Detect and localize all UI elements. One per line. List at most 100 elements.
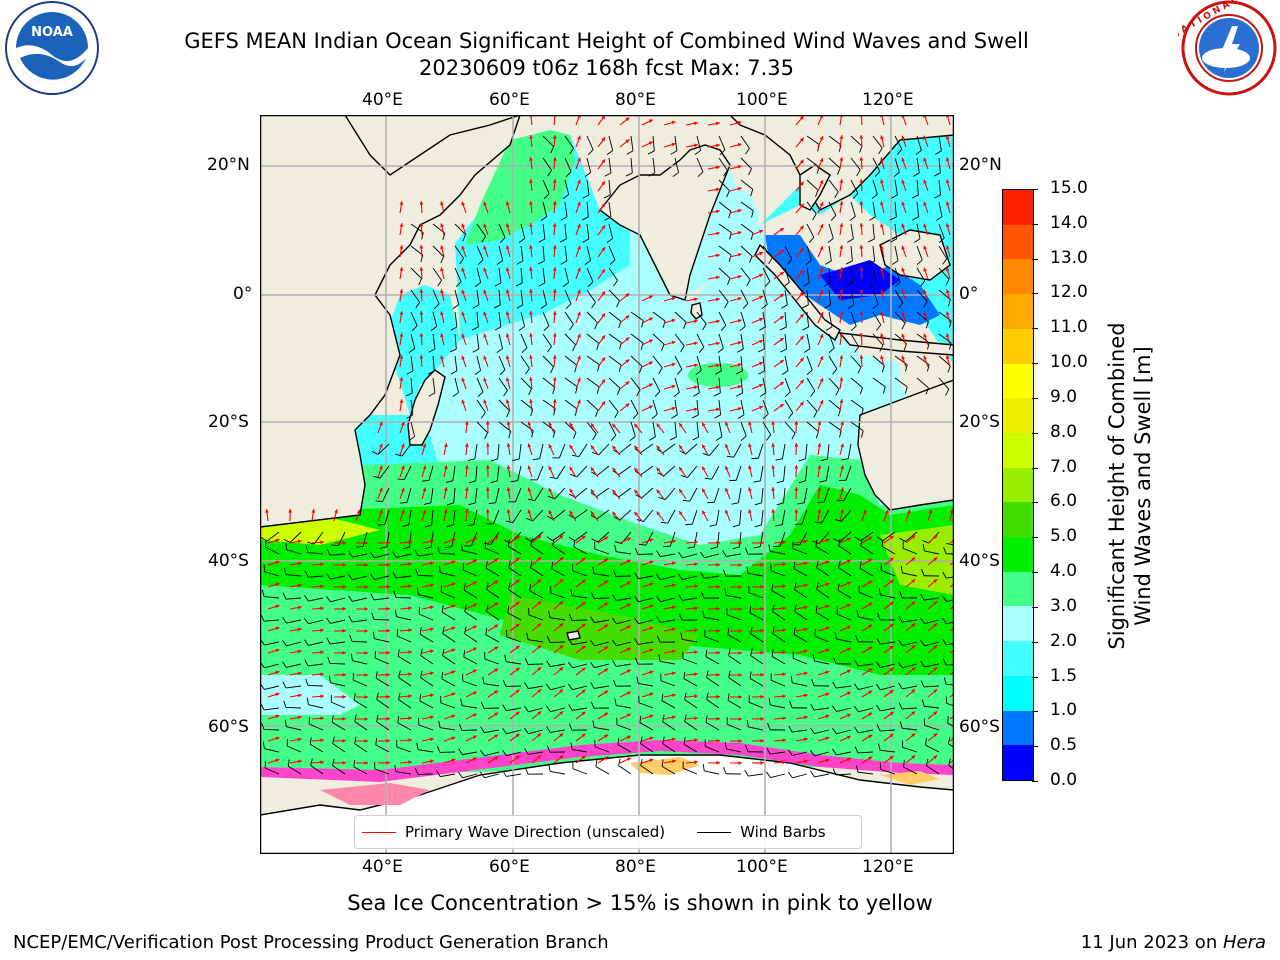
- wave-direction-arrowhead: [625, 315, 630, 320]
- wind-barb-flag: [791, 432, 796, 440]
- wave-direction-arrowhead: [625, 381, 630, 386]
- wind-barb-flag: [702, 323, 707, 331]
- wind-barb-shaft: [916, 377, 929, 389]
- wave-direction-arrowhead: [548, 510, 553, 515]
- wind-barb-shaft: [696, 333, 705, 348]
- wind-barb-shaft: [401, 443, 412, 457]
- wave-direction-arrowhead: [275, 692, 280, 697]
- wind-barb-flag: [758, 370, 765, 375]
- wave-direction-arrowhead: [839, 245, 844, 249]
- wind-barb-flag: [867, 238, 875, 243]
- wind-barb-shaft: [916, 135, 922, 151]
- wind-barb-shaft: [740, 311, 746, 327]
- wave-direction-arrowhead: [419, 355, 424, 359]
- wind-barb-flag: [582, 238, 590, 243]
- wave-direction-arrowhead: [694, 672, 698, 677]
- wave-direction-arrowhead: [342, 540, 346, 545]
- wave-direction-arrowhead: [782, 672, 786, 677]
- wind-barb-flag: [819, 480, 827, 483]
- wind-barb-shaft: [498, 311, 502, 327]
- wind-barb-shaft: [828, 157, 841, 169]
- wind-barb-shaft: [660, 597, 676, 603]
- wind-barb-flag: [419, 693, 422, 701]
- wave-direction-arrowhead: [859, 245, 864, 249]
- wind-barb-shaft: [572, 570, 588, 577]
- wind-barb-flag: [913, 172, 920, 177]
- lat-tick-right-60s: 60°S: [959, 717, 1000, 737]
- wave-direction-arrowhead: [933, 755, 938, 760]
- wind-barb-shaft: [564, 399, 578, 410]
- wind-barb-flag: [810, 749, 815, 757]
- wind-barb-flag: [530, 538, 533, 546]
- wave-direction-arrowhead: [275, 714, 280, 719]
- wave-direction-arrowhead: [581, 733, 586, 738]
- wind-barb-shaft: [384, 509, 390, 525]
- wind-barb-flag: [781, 370, 789, 375]
- wave-direction-arrowhead: [320, 672, 324, 677]
- wind-barb-flag: [375, 737, 378, 745]
- wave-direction-arrowhead: [483, 245, 487, 250]
- nws-logo: N A T I O N A L: [1170, 0, 1280, 100]
- wind-barb-shaft: [662, 721, 676, 731]
- wave-direction-arrowhead: [737, 297, 742, 301]
- wind-barb-shaft: [924, 597, 940, 601]
- wave-direction-arrowhead: [716, 341, 720, 346]
- wave-direction-arrowhead: [401, 509, 405, 514]
- wave-direction-arrowhead: [537, 645, 542, 650]
- wind-barb-flag: [634, 638, 639, 645]
- wind-barb-flag: [728, 670, 731, 678]
- wave-direction-arrowhead: [846, 757, 851, 762]
- wave-direction-arrowhead: [527, 487, 532, 492]
- wind-barb-flag: [373, 475, 381, 479]
- wave-direction-arrowhead: [839, 201, 844, 205]
- wind-barb-flag: [394, 609, 397, 617]
- wind-barb-shaft: [652, 311, 666, 322]
- wind-barb-shaft: [902, 641, 918, 646]
- wave-direction-arrowhead: [901, 267, 906, 272]
- wind-barb-flag: [584, 260, 591, 265]
- wind-barb-shaft: [828, 377, 840, 390]
- wave-direction-arrowhead: [548, 488, 553, 493]
- wind-barb-shaft: [564, 179, 570, 195]
- wind-barb-shaft: [473, 509, 478, 525]
- wave-direction-arrowhead: [552, 223, 557, 227]
- wind-barb-shaft: [903, 766, 918, 775]
- wind-barb-shaft: [660, 619, 676, 623]
- wave-direction-arrow: [949, 693, 954, 698]
- wave-direction-arrowhead: [537, 579, 542, 584]
- wave-direction-arrowhead: [648, 317, 653, 321]
- wind-barb-shaft: [454, 267, 462, 282]
- wave-direction-arrowhead: [386, 562, 390, 567]
- wind-barb-shaft: [308, 575, 324, 578]
- wave-direction-arrowhead: [648, 339, 653, 343]
- wind-barb-flag: [464, 604, 467, 612]
- wind-barb-shaft: [783, 465, 786, 481]
- wind-barb-flag: [872, 303, 879, 310]
- wind-barb-shaft: [309, 743, 324, 753]
- wave-direction-arrowhead: [702, 444, 706, 449]
- wind-barb-shaft: [803, 487, 808, 503]
- wind-barb-flag: [617, 737, 620, 745]
- wave-direction-arrowhead: [399, 399, 404, 403]
- wave-direction-arrowhead: [779, 404, 784, 408]
- wind-barb-shaft: [643, 509, 654, 522]
- wind-barb-shaft: [608, 311, 622, 322]
- wind-barb-flag: [759, 326, 766, 331]
- wave-direction-arrowhead: [581, 755, 586, 760]
- wind-barb-shaft: [352, 575, 368, 581]
- wind-barb-shaft: [748, 701, 764, 709]
- wind-barb-flag: [771, 583, 774, 591]
- wave-direction-arrowhead: [846, 691, 851, 696]
- wave-direction-arrowhead: [515, 645, 520, 650]
- wind-barb-shaft: [662, 743, 676, 753]
- wind-barb-shaft: [843, 487, 852, 502]
- wave-direction-arrowhead: [649, 648, 654, 653]
- wave-direction-arrowhead: [581, 557, 586, 562]
- wind-barb-shaft: [420, 655, 434, 665]
- wave-direction-arrowhead: [846, 581, 851, 586]
- colorbar: [1002, 189, 1034, 781]
- wind-barb-shaft: [484, 729, 500, 734]
- wind-barb-flag: [925, 387, 929, 395]
- wave-direction-arrowhead: [515, 667, 520, 672]
- wave-direction-arrowhead: [945, 355, 950, 360]
